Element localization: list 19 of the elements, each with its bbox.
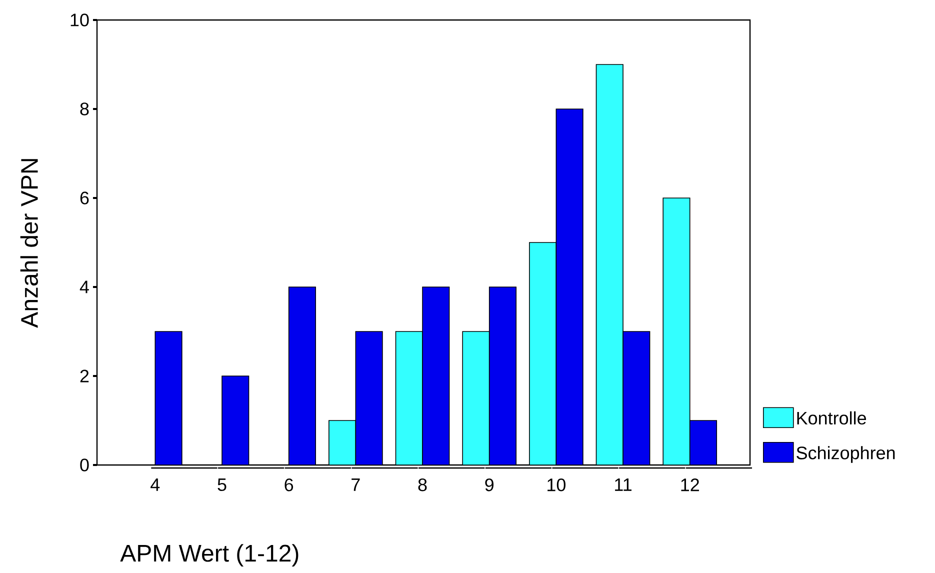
- x-tick-label: 5: [218, 478, 226, 492]
- legend-label: Schizophren: [796, 446, 895, 463]
- x-tick-label: 11: [615, 478, 632, 491]
- y-tick-label: 6: [80, 192, 89, 204]
- x-tick-label: 8: [418, 478, 427, 492]
- legend-label: Kontrolle: [797, 411, 866, 425]
- x-tick-label: 4: [150, 478, 160, 491]
- x-tick-label: 9: [485, 478, 494, 492]
- x-tick-label: 10: [548, 478, 566, 492]
- y-axis-title: Anzahl der VPN: [20, 159, 38, 328]
- x-tick-label: 12: [681, 478, 699, 492]
- y-tick-label: 10: [70, 14, 89, 26]
- y-tick-label: 0: [80, 458, 89, 472]
- y-tick-label: 2: [80, 370, 89, 382]
- y-tick-label: 8: [80, 102, 89, 116]
- x-tick-label: 7: [352, 478, 360, 491]
- x-tick-label: 6: [284, 478, 294, 492]
- x-axis-title: APM Wert (1-12): [120, 544, 298, 567]
- y-tick-label: 4: [80, 280, 89, 294]
